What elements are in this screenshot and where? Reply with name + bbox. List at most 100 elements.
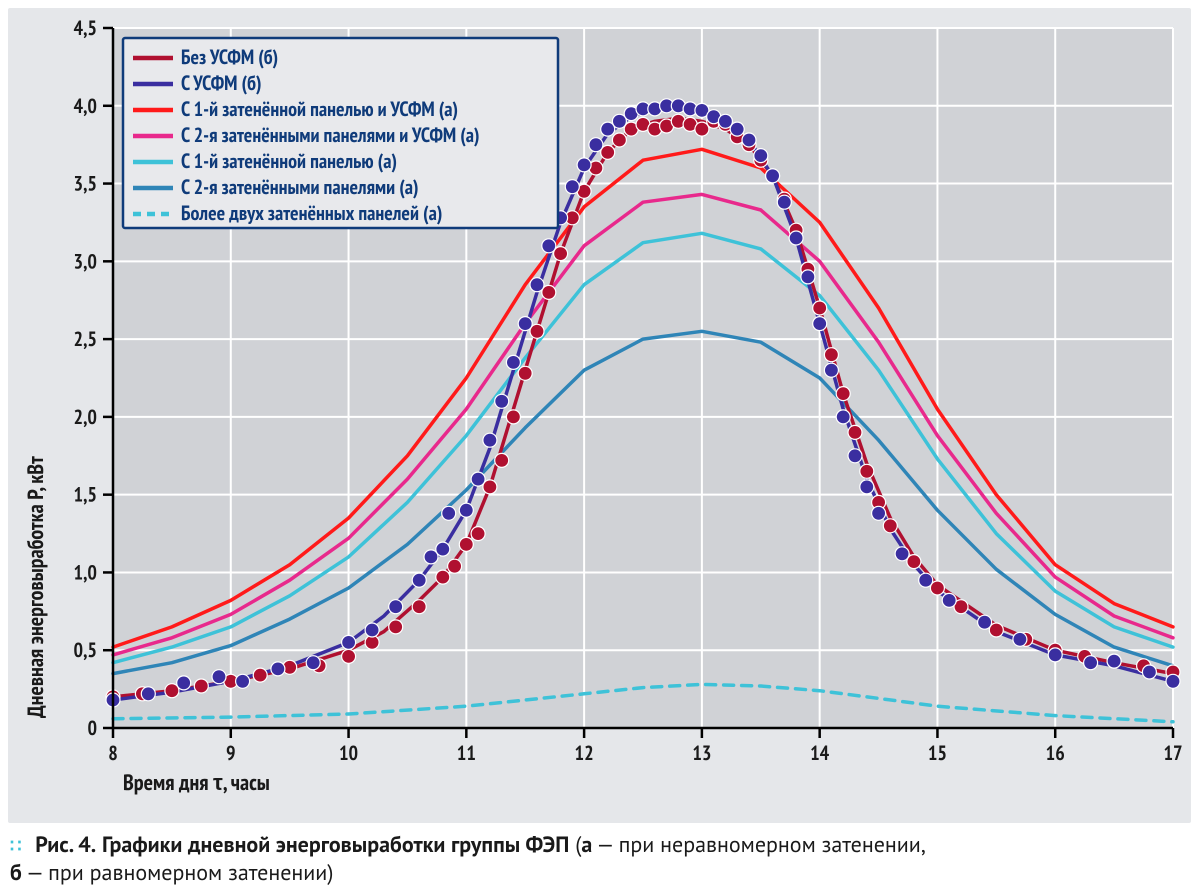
marker-dots_blue — [978, 615, 992, 629]
marker-dots_blue — [389, 600, 403, 614]
caption-text-1: ( — [569, 831, 581, 859]
x-tick-label: 17 — [1163, 740, 1182, 766]
marker-dots_blue — [342, 635, 356, 649]
marker-dots_blue — [436, 542, 450, 556]
y-tick-label: 0,5 — [74, 637, 97, 663]
marker-dots_blue — [1013, 632, 1027, 646]
x-tick-label: 13 — [692, 740, 711, 766]
x-tick-label: 10 — [339, 740, 358, 766]
marker-dots_red — [612, 133, 626, 147]
marker-dots_blue — [824, 363, 838, 377]
marker-dots_blue — [306, 656, 320, 670]
legend-label: С 1-й затенённой панелью (а) — [181, 148, 397, 174]
marker-dots_blue — [212, 670, 226, 684]
marker-dots_red — [471, 527, 485, 541]
x-tick-label: 9 — [226, 740, 236, 766]
x-tick-label: 11 — [457, 740, 476, 766]
marker-dots_blue — [141, 687, 155, 701]
y-tick-label: 3,0 — [74, 248, 97, 274]
marker-dots_blue — [1048, 648, 1062, 662]
chart-frame: 89101112131415161700,51,01,52,02,53,03,5… — [8, 8, 1191, 823]
y-tick-label: 3,5 — [74, 171, 97, 197]
marker-dots_red — [412, 600, 426, 614]
y-tick-label: 1,5 — [74, 482, 97, 508]
y-tick-label: 2,0 — [74, 404, 97, 430]
x-tick-label: 16 — [1046, 740, 1065, 766]
marker-dots_red — [448, 559, 462, 573]
figure-caption: ∷ Рис. 4. Графики дневной энерговыработк… — [10, 832, 1190, 887]
marker-dots_red — [518, 366, 532, 380]
legend-label: С 2-я затенёнными панелями и УСФМ (а) — [181, 122, 480, 148]
marker-dots_blue — [177, 676, 191, 690]
marker-dots_blue — [565, 180, 579, 194]
marker-dots_blue — [919, 573, 933, 587]
marker-dots_red — [342, 649, 356, 663]
marker-dots_red — [506, 410, 520, 424]
legend-label: С УСФМ (б) — [181, 70, 262, 96]
marker-dots_blue — [872, 506, 886, 520]
figure-container: { "viewport": { "width": 1199, "height":… — [0, 0, 1199, 890]
marker-dots_blue — [506, 355, 520, 369]
marker-dots_blue — [777, 195, 791, 209]
marker-dots_red — [848, 425, 862, 439]
y-tick-label: 4,0 — [74, 93, 97, 119]
marker-dots_blue — [848, 449, 862, 463]
y-tick-label: 0 — [87, 715, 97, 741]
caption-text-3: — при равномерном затенении) — [22, 859, 334, 887]
marker-dots_blue — [442, 506, 456, 520]
marker-dots_blue — [518, 317, 532, 331]
x-tick-label: 12 — [575, 740, 594, 766]
marker-dots_blue — [754, 149, 768, 163]
marker-dots_blue — [271, 662, 285, 676]
caption-title: Графики дневной энерговыработки группы Ф… — [102, 831, 569, 859]
marker-dots_blue — [236, 674, 250, 688]
marker-dots_blue — [459, 503, 473, 517]
y-tick-label: 2,5 — [74, 326, 97, 352]
marker-dots_red — [389, 620, 403, 634]
marker-dots_blue — [412, 573, 426, 587]
marker-dots_blue — [1084, 656, 1098, 670]
legend-label: С 2-я затенёнными панелями (а) — [181, 174, 419, 200]
marker-dots_red — [436, 570, 450, 584]
marker-dots_blue — [530, 278, 544, 292]
x-tick-label: 8 — [108, 740, 118, 766]
marker-dots_blue — [860, 480, 874, 494]
marker-dots_blue — [942, 593, 956, 607]
marker-dots_blue — [730, 122, 744, 136]
legend-label: Более двух затенённых панелей (а) — [181, 200, 442, 226]
marker-dots_blue — [1107, 654, 1121, 668]
marker-dots_blue — [801, 270, 815, 284]
marker-dots_red — [824, 348, 838, 362]
caption-b: б — [10, 859, 22, 887]
marker-dots_red — [253, 668, 267, 682]
caption-fig-number: Рис. 4. — [35, 831, 96, 859]
x-tick-label: 14 — [810, 740, 830, 766]
legend-label: С 1-й затенённой панелью и УСФМ (а) — [181, 96, 458, 122]
marker-dots_blue — [542, 239, 556, 253]
chart-svg: 89101112131415161700,51,01,52,02,53,03,5… — [8, 8, 1191, 823]
marker-dots_red — [459, 537, 473, 551]
legend-label: Без УСФМ (б) — [181, 44, 278, 70]
caption-a: а — [581, 831, 592, 859]
marker-dots_red — [813, 301, 827, 315]
marker-dots_blue — [1142, 665, 1156, 679]
x-tick-label: 15 — [928, 740, 947, 766]
marker-dots_blue — [471, 472, 485, 486]
y-tick-label: 4,5 — [74, 15, 97, 41]
marker-dots_red — [495, 453, 509, 467]
marker-dots_blue — [365, 623, 379, 637]
marker-dots_red — [883, 519, 897, 533]
x-axis-title: Время дня τ, часы — [123, 769, 270, 797]
caption-bullet-icon: ∷ — [10, 834, 23, 857]
marker-dots_blue — [895, 547, 909, 561]
marker-dots_blue — [766, 169, 780, 183]
marker-dots_red — [836, 387, 850, 401]
marker-dots_blue — [1166, 674, 1180, 688]
marker-dots_blue — [495, 394, 509, 408]
marker-dots_blue — [742, 133, 756, 147]
y-axis-title: Дневная энерговыработка P, кВт — [22, 456, 50, 718]
marker-dots_blue — [577, 158, 591, 172]
marker-dots_blue — [789, 231, 803, 245]
caption-text-2: — при неравномерном затенении, — [592, 831, 925, 859]
marker-dots_blue — [836, 410, 850, 424]
